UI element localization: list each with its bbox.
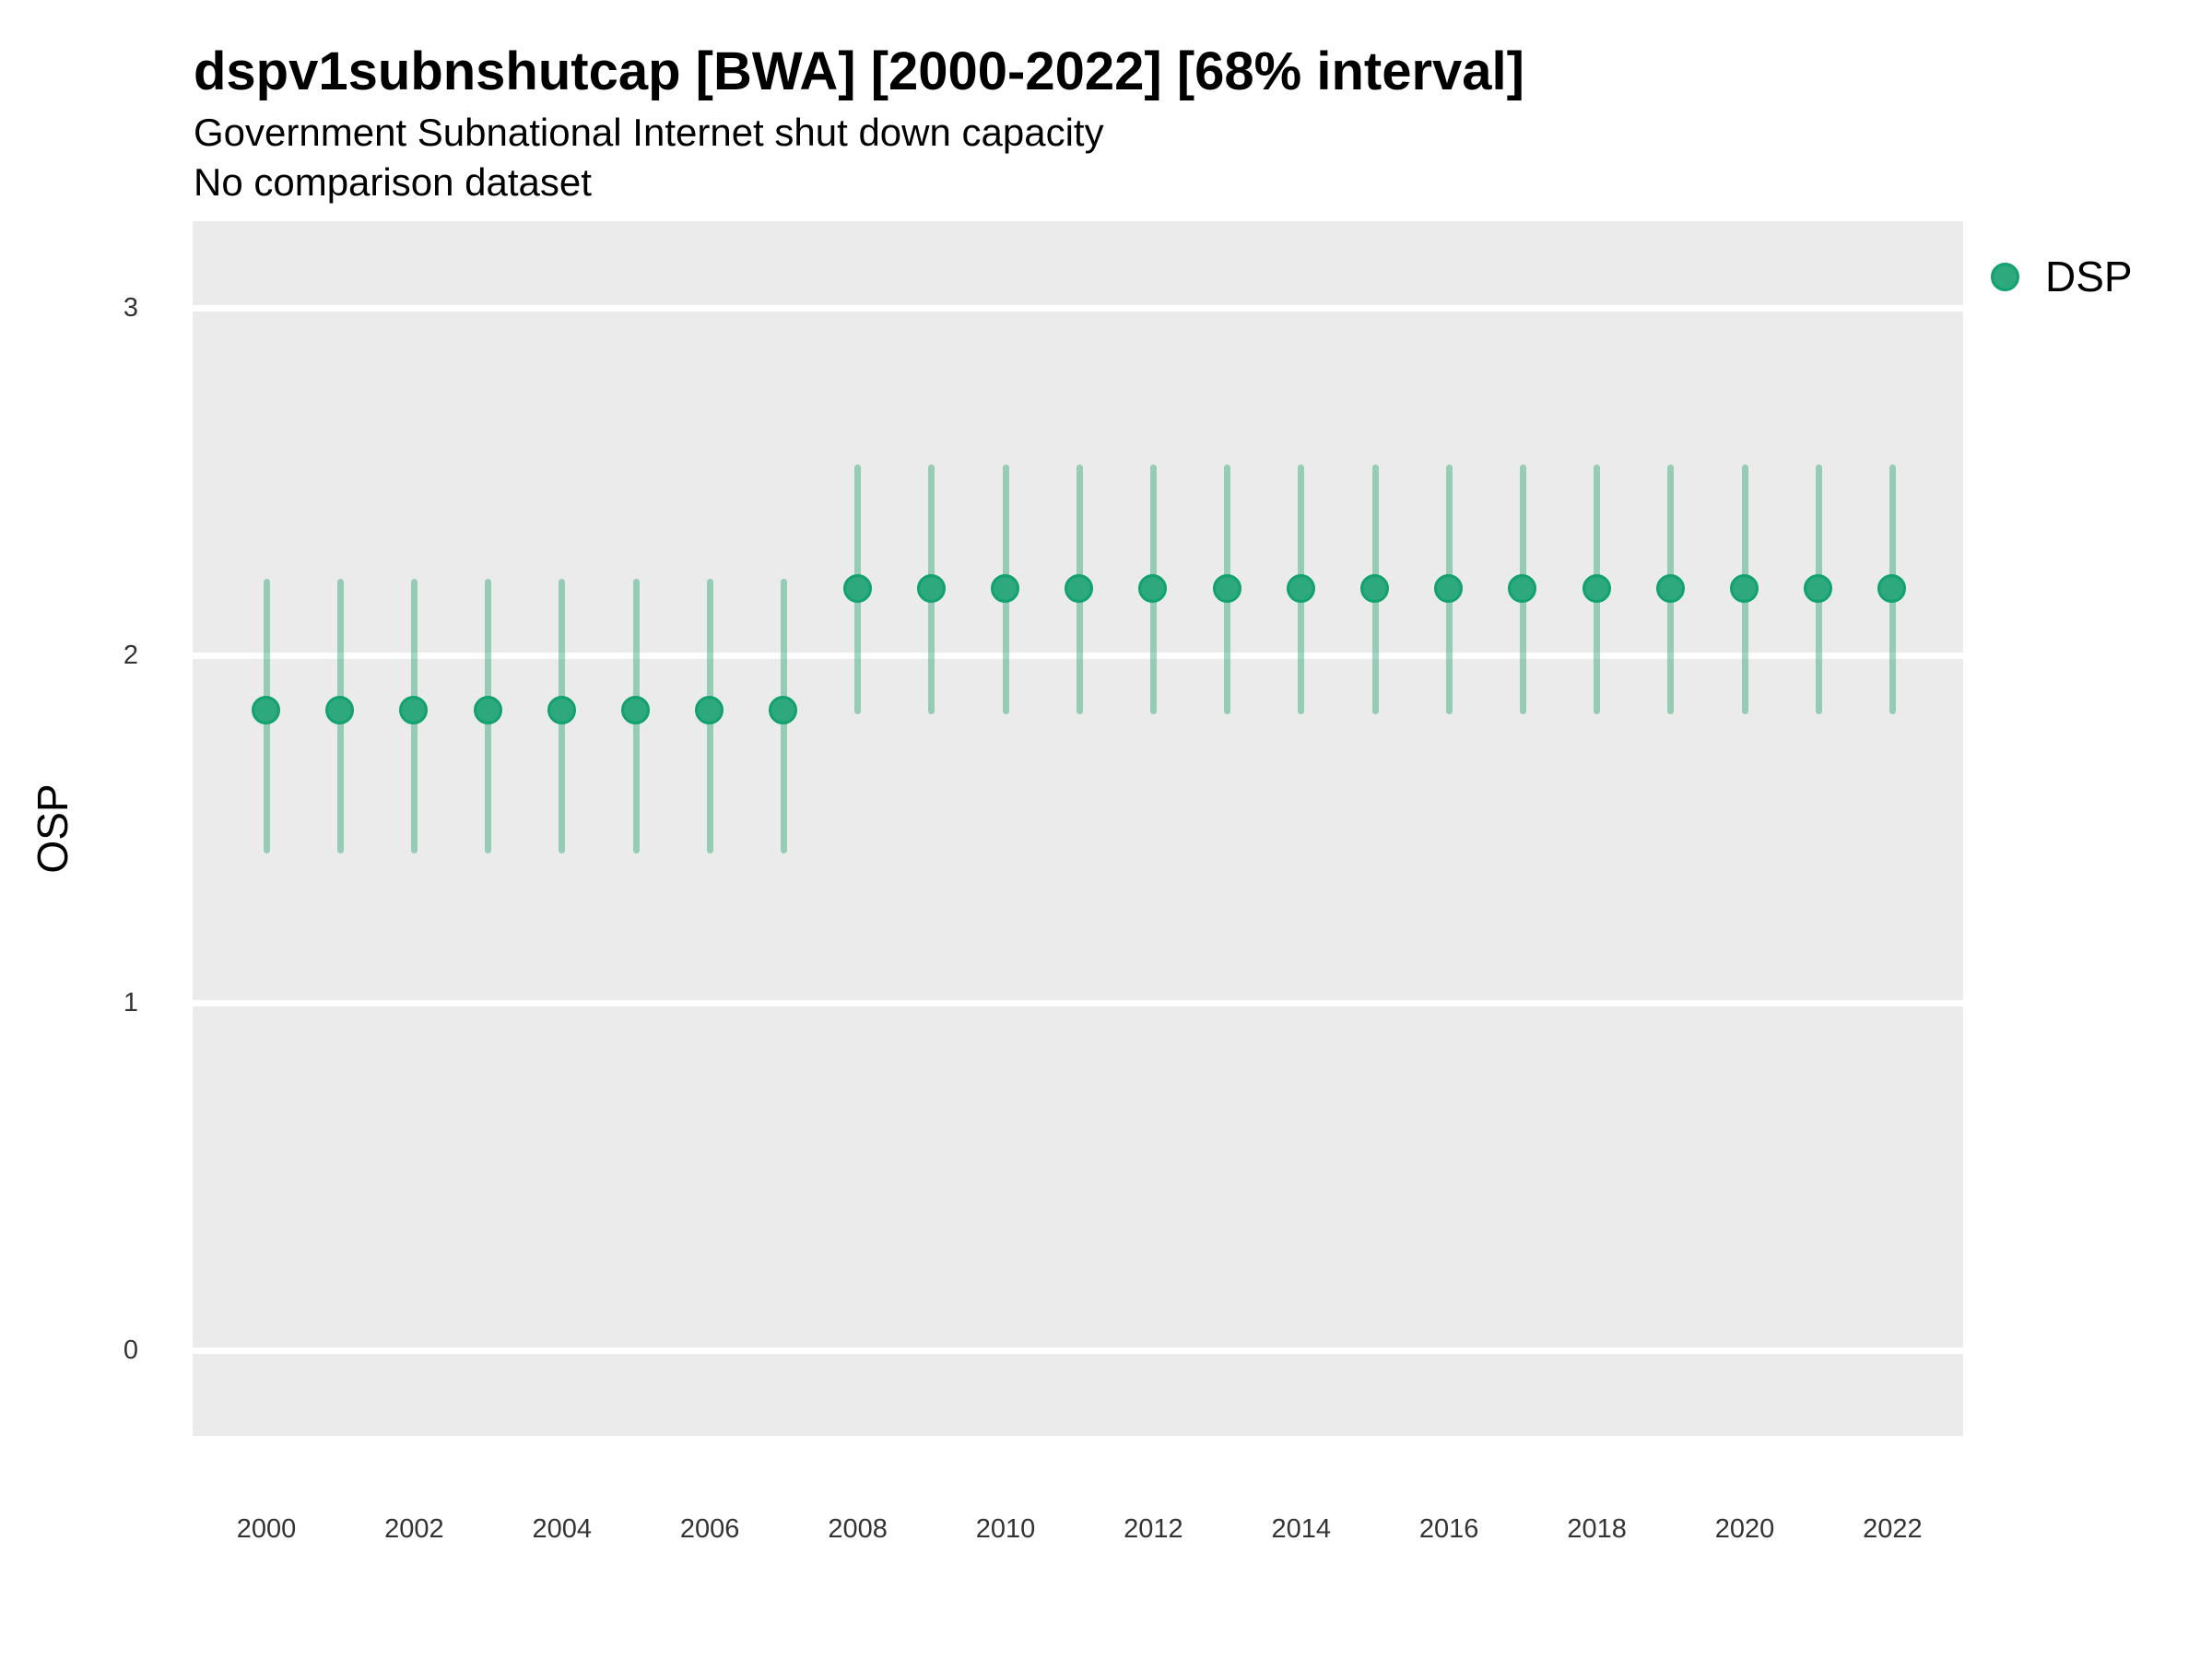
data-point xyxy=(547,696,576,725)
x-tick-label: 2010 xyxy=(975,1514,1036,1544)
data-point xyxy=(1286,574,1315,604)
data-point xyxy=(473,696,502,725)
x-tick-label: 2002 xyxy=(384,1514,444,1544)
data-point xyxy=(325,696,355,725)
data-point xyxy=(1138,574,1168,604)
data-point xyxy=(1508,574,1537,604)
y-tick-label: 3 xyxy=(123,293,138,323)
data-point xyxy=(1065,574,1094,604)
data-point xyxy=(1582,574,1611,604)
data-point xyxy=(991,574,1019,604)
x-tick-label: 2006 xyxy=(679,1514,740,1544)
gridline-y-1 xyxy=(193,999,1963,1006)
x-tick-label: 2018 xyxy=(1567,1514,1627,1544)
y-tick-label: 0 xyxy=(123,1335,138,1366)
data-point xyxy=(252,696,280,725)
legend-label-dsp: DSP xyxy=(2045,253,2133,300)
data-point xyxy=(842,574,872,604)
data-point xyxy=(1877,574,1907,604)
legend-circle-icon xyxy=(1991,262,2019,291)
x-tick-label: 2012 xyxy=(1124,1514,1183,1544)
data-point xyxy=(1212,574,1241,604)
data-point xyxy=(769,696,798,725)
data-point xyxy=(621,696,650,725)
chart-title: dspv1subnshutcap [BWA] [2000-2022] [68% … xyxy=(194,41,1524,101)
plot-panel xyxy=(193,221,1963,1436)
data-point xyxy=(1434,574,1464,604)
gridline-y-3 xyxy=(193,304,1963,312)
chart-note: No comparison dataset xyxy=(194,160,592,204)
data-point xyxy=(1804,574,1833,604)
legend: DSP xyxy=(1991,253,2133,300)
x-tick-label: 2022 xyxy=(1863,1514,1923,1544)
y-tick-label: 2 xyxy=(123,641,138,671)
gridline-y-0 xyxy=(193,1347,1963,1354)
data-point xyxy=(695,696,724,725)
x-tick-label: 2008 xyxy=(828,1514,888,1544)
gridline-y-2 xyxy=(193,652,1963,659)
data-point xyxy=(1655,574,1685,604)
data-point xyxy=(399,696,429,725)
data-point xyxy=(916,574,946,604)
y-axis-title: OSP xyxy=(29,783,76,874)
chart-subtitle: Government Subnational Internet shut dow… xyxy=(194,111,1104,154)
x-tick-label: 2016 xyxy=(1418,1514,1479,1544)
x-tick-label: 2004 xyxy=(532,1514,593,1544)
data-point xyxy=(1360,574,1389,604)
y-tick-label: 1 xyxy=(123,988,138,1018)
x-tick-label: 2020 xyxy=(1714,1514,1775,1544)
x-tick-label: 2014 xyxy=(1271,1514,1332,1544)
x-tick-label: 2000 xyxy=(236,1514,297,1544)
data-point xyxy=(1730,574,1759,604)
